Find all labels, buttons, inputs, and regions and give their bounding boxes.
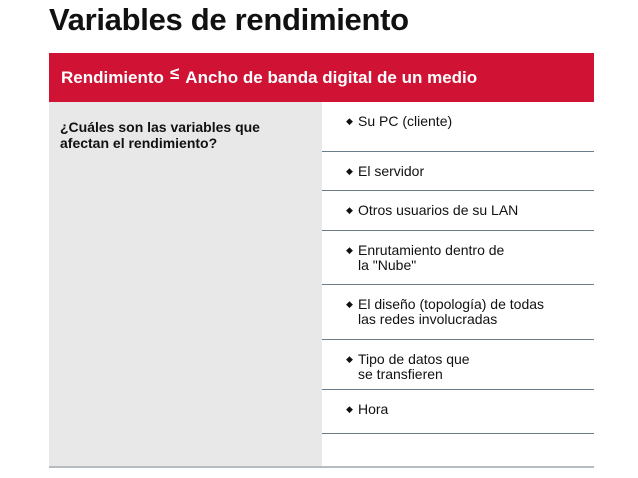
question-panel: ¿Cuáles son las variables que afectan el… (49, 102, 322, 468)
list-item (322, 434, 594, 468)
list-item: ◆ Su PC (cliente) (322, 102, 594, 152)
banner: Rendimiento ≤ Ancho de banda digital de … (49, 53, 594, 102)
list-item: ◆ Tipo de datos que se transfieren (322, 340, 594, 390)
list-item: ◆ Hora (322, 390, 594, 434)
slide-title: Variables de rendimiento (49, 2, 409, 37)
list-item-text: ◆ Otros usuarios de su LAN (346, 202, 519, 218)
list-item-text: ◆ El servidor (346, 163, 425, 179)
list-item: ◆ El servidor (322, 152, 594, 191)
list-item-text: ◆ Tipo de datos que se transfieren (346, 351, 470, 382)
list-item: ◆ Enrutamiento dentro de la "Nube" (322, 231, 594, 285)
list-item-text: ◆ Enrutamiento dentro de la "Nube" (346, 242, 505, 273)
list-item: ◆ El diseño (topología) de todas las redes… (322, 285, 594, 340)
bullet-icon: ◆ (346, 116, 353, 126)
list-item: ◆ Otros usuarios de su LAN (322, 191, 594, 231)
less-equal-symbol: ≤ (169, 63, 180, 83)
bullet-icon: ◆ (346, 205, 353, 215)
banner-left: Rendimiento (61, 67, 164, 87)
bullet-icon: ◆ (346, 166, 353, 176)
list-item-text: ◆ Su PC (cliente) (346, 113, 453, 129)
banner-right: Ancho de banda digital de un medio (185, 67, 478, 87)
bullet-icon: ◆ (346, 404, 353, 414)
question-text: ¿Cuáles son las variables que afectan el… (60, 119, 260, 151)
bullet-icon: ◆ (346, 354, 353, 364)
bullet-icon: ◆ (346, 245, 353, 255)
list-item-text: ◆ El diseño (topología) de todas las redes… (346, 296, 545, 327)
list-item-text: ◆ Hora (346, 401, 389, 417)
bullet-icon: ◆ (346, 299, 353, 309)
